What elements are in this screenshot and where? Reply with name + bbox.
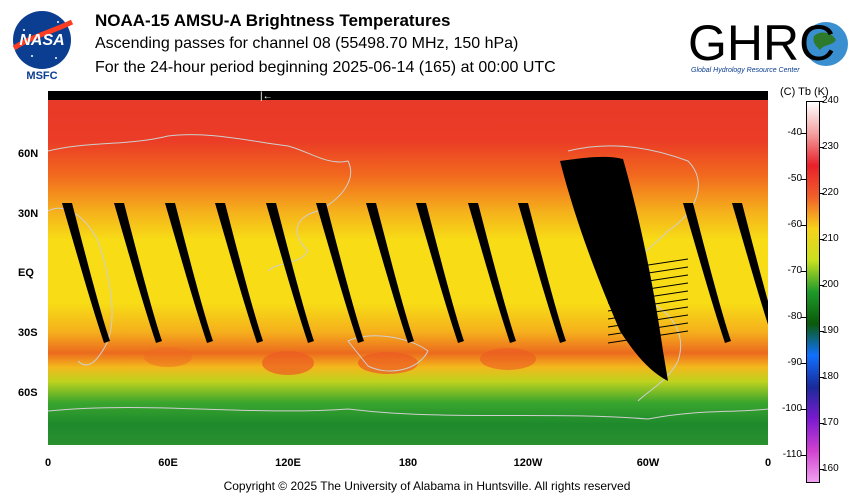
title-block: NOAA-15 AMSU-A Brightness Temperatures A… [95,10,556,80]
lon-label-120e: 120E [275,457,301,469]
lat-label-30n: 30N [18,208,39,220]
colorbar-kelvin-tickmark [820,193,824,195]
swath-gap [215,203,263,343]
colorbar [806,101,820,483]
swath-gap [468,203,516,343]
colorbar-celsius-tickmark [801,316,806,318]
temperature-field [48,91,768,445]
lon-label-120w: 120W [513,457,543,469]
colorbar-celsius-tick: -100 [781,402,802,414]
colorbar-celsius-tickmark [801,362,806,364]
colorbar-kelvin-tick: 170 [822,417,839,429]
swath-scanline [607,330,689,344]
msfc-text: MSFC [26,70,57,82]
colorbar-celsius-tick: -90 [787,356,802,368]
lat-label-60n: 60N [18,148,39,160]
colorbar-celsius-tick: -80 [787,310,802,322]
large-swath-gap [560,156,668,381]
colorbar-celsius-tick: -110 [782,448,802,460]
swath-scanline [607,266,689,280]
colorbar-kelvin-tickmark [820,377,824,379]
swath-gap [165,203,213,343]
colorbar-kelvin-tick: 190 [822,325,839,337]
colorbar-celsius-tickmark [801,454,806,456]
lon-label-60w: 60W [636,457,660,469]
ghrc-tagline: Global Hydrology Resource Center [691,67,800,74]
swath-scanline [607,282,689,296]
ghrc-logo: GHRC Global Hydrology Resource Center [686,10,852,82]
colorbar-kelvin-tickmark [820,285,824,287]
colorbar-kelvin-tick: 200 [822,279,839,291]
colorbar-celsius-tick: -70 [787,264,802,276]
lat-label-30s: 30S [18,327,38,339]
colorbar-celsius-tickmark [801,408,806,410]
top-no-data-band [48,91,768,100]
swath-gap [683,203,731,343]
swath-scanline [607,290,689,304]
colorbar-kelvin-tick: 210 [822,233,839,245]
colorbar-celsius-tick: -40 [787,126,802,138]
nasa-logo: NASA MSFC [12,8,76,82]
lon-label-0-left: 0 [44,457,52,469]
swath-gap [366,203,414,343]
colorbar-kelvin-tick: 160 [822,463,839,475]
ghrc-logo-text: GHRC [688,15,835,71]
page-title: NOAA-15 AMSU-A Brightness Temperatures [95,11,451,30]
colorbar-kelvin-tick: 220 [822,187,839,199]
colorbar-kelvin-tickmark [820,147,824,149]
swath-scanline [607,298,689,312]
copyright-notice: Copyright © 2025 The University of Alaba… [223,479,631,493]
lon-label-0-right: 0 [764,457,772,469]
colorbar-kelvin-tickmark [820,101,824,102]
swath-gap [316,203,364,343]
colorbar-celsius-tick: -50 [787,172,802,184]
colorbar-celsius-tickmark [801,270,806,272]
colorbar-kelvin-tickmark [820,423,824,425]
swath-scanline [607,274,689,288]
swath-gap [416,203,464,343]
swath-scanline [607,258,689,272]
swath-scanline [607,322,689,336]
lat-label-eq: EQ [18,267,34,279]
period-subtitle: For the 24-hour period beginning 2025-06… [95,59,556,76]
colorbar-kelvin-tick: 230 [822,141,839,153]
colorbar-celsius-tickmark [801,224,806,226]
swath-scanline [607,314,689,328]
swath-gap [266,203,314,343]
colorbar-celsius-tick: -60 [787,218,802,230]
colorbar-kelvin-tickmark [820,239,824,241]
direction-marker: |← [260,91,273,102]
swath-gap [62,203,110,343]
lon-label-60e: 60E [158,457,178,469]
colorbar-kelvin-tickmark [820,469,824,471]
swath-gap [518,203,566,343]
colorbar-celsius-tickmark [801,132,806,134]
channel-subtitle: Ascending passes for channel 08 (55498.7… [95,35,519,52]
lon-label-180: 180 [398,457,418,469]
colorbar-kelvin-tick: 240 [822,95,839,106]
colorbar-header: (C) Tb (K) [780,86,829,98]
brightness-temperature-map: |← [47,91,780,445]
colorbar-celsius-tickmark [801,178,806,180]
colorbar-kelvin-tickmark [820,331,824,333]
swath-scanline [607,306,689,320]
lat-label-60s: 60S [18,387,38,399]
colorbar-kelvin-tick: 180 [822,371,839,383]
nasa-logo-text: NASA [19,32,64,49]
swath-gap [114,203,162,343]
